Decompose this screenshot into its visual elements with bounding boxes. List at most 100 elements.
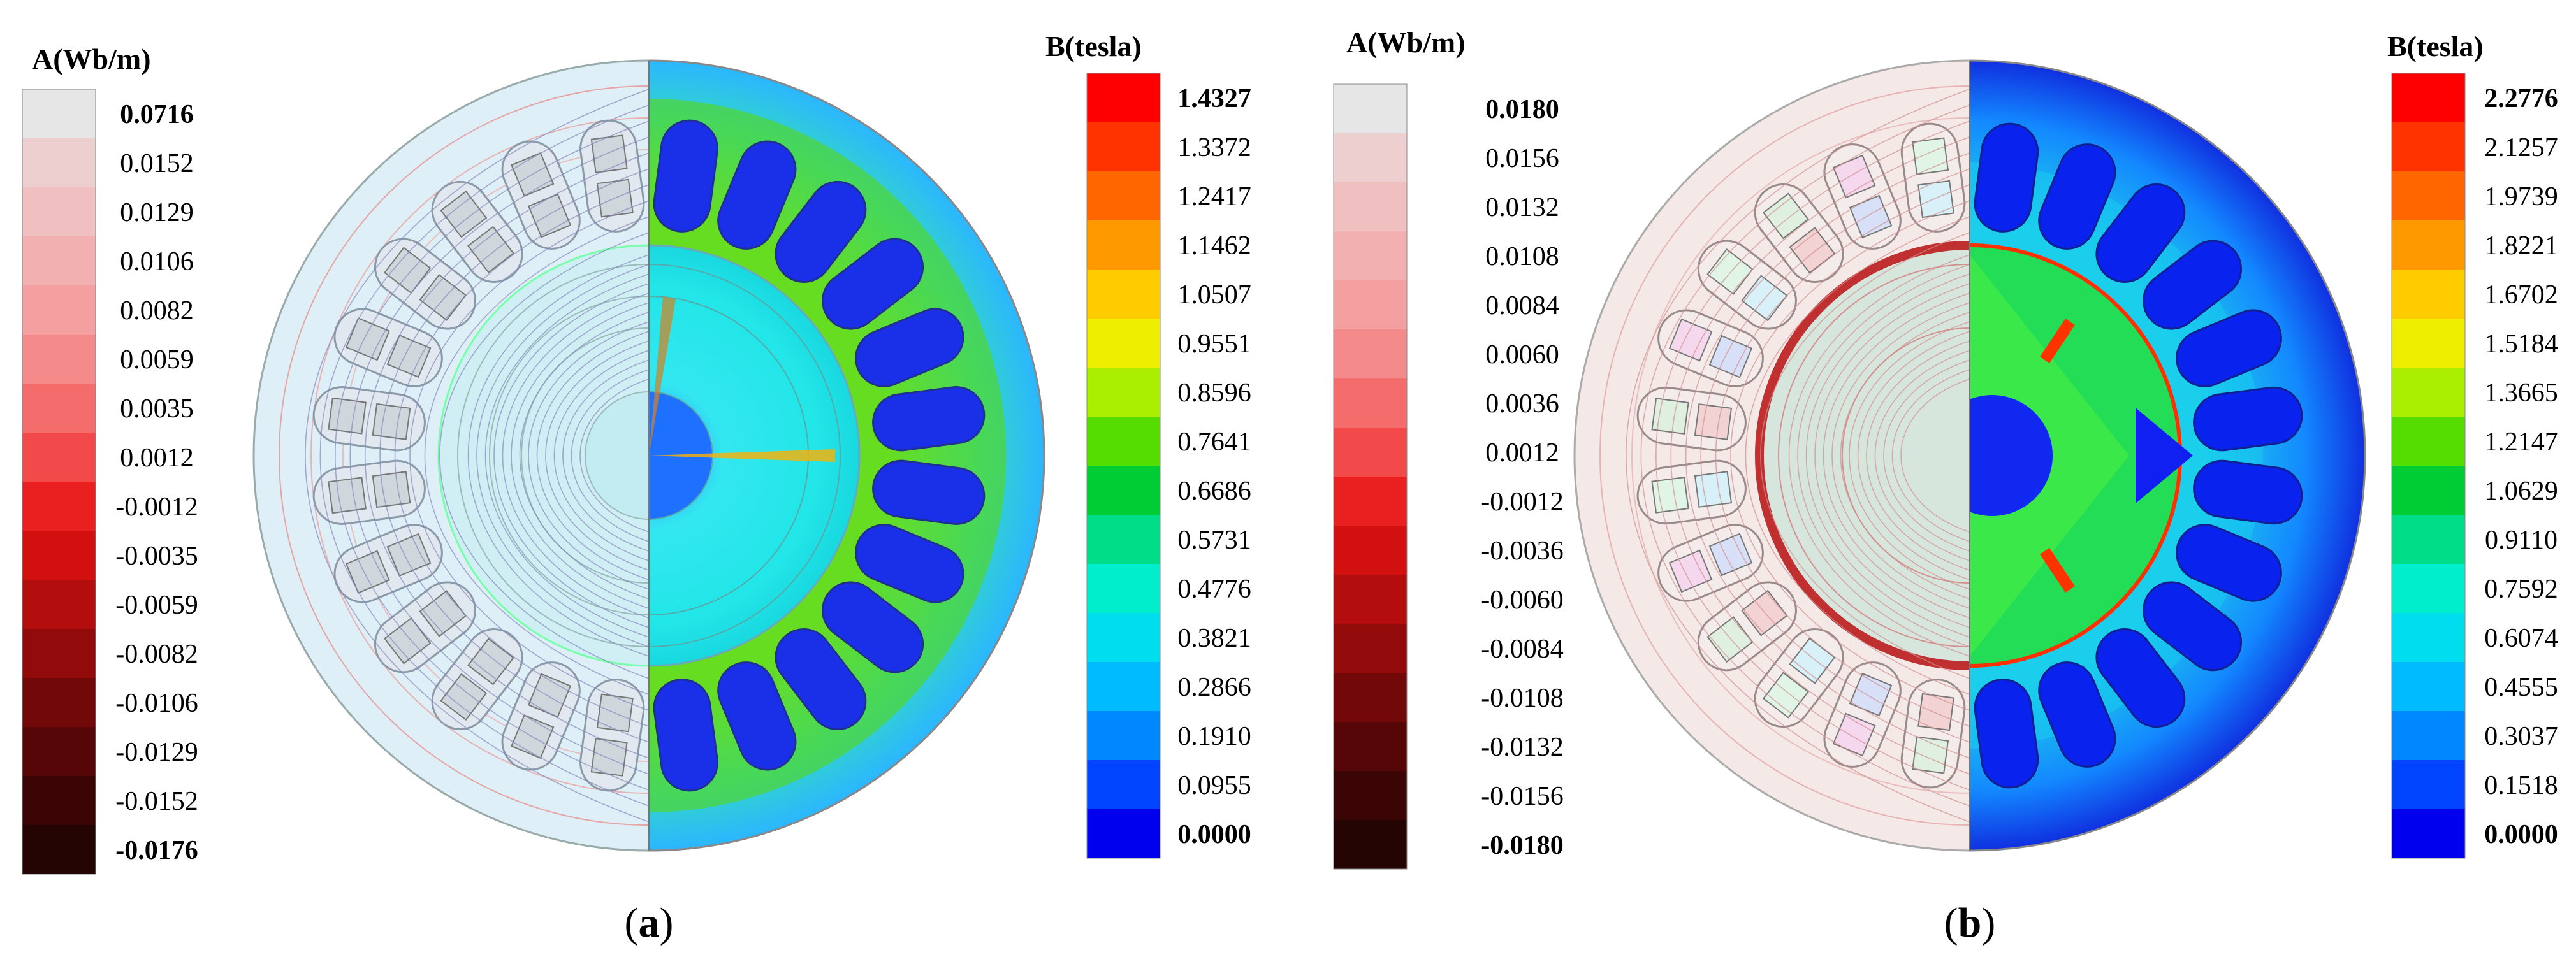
legend-label: 2.1257 bbox=[2484, 133, 2558, 162]
colorbar-cell bbox=[22, 187, 96, 237]
legend-label: 0.9551 bbox=[1177, 329, 1251, 359]
caption-a: (a) bbox=[625, 900, 674, 946]
motor-cross-section-b bbox=[1573, 59, 2366, 852]
legend-label: -0.0152 bbox=[115, 787, 198, 816]
legend-label: -0.0012 bbox=[1481, 487, 1564, 517]
colorbar-cell bbox=[2392, 220, 2465, 270]
legend-label: -0.0084 bbox=[1481, 635, 1564, 664]
colorbar-cell bbox=[1087, 711, 1160, 761]
caption-a-letter: a bbox=[639, 900, 660, 946]
stator-slot bbox=[822, 581, 924, 673]
legend-label: -0.0035 bbox=[115, 542, 198, 571]
colorbar-cell bbox=[2392, 760, 2465, 810]
legend-label: 1.0507 bbox=[1177, 280, 1251, 310]
flux-legend-title: A(Wb/m) bbox=[32, 43, 151, 75]
colorbar-cell bbox=[1087, 417, 1160, 466]
colorbar-cell bbox=[1334, 428, 1407, 477]
legend-label: 0.3037 bbox=[2484, 722, 2558, 751]
stator-slot bbox=[2038, 661, 2116, 768]
colorbar-cell bbox=[22, 776, 96, 826]
colorbar-cell bbox=[1087, 809, 1160, 859]
legend-label: 0.2866 bbox=[1177, 673, 1251, 702]
colorbar-cell bbox=[1087, 270, 1160, 319]
colorbar-cell bbox=[1334, 575, 1407, 624]
flux-legend-labels: 0.0716 0.0152 0.0129 0.0106 0.0082 0.0059 0.00… bbox=[115, 100, 198, 865]
colorbar-cell bbox=[1334, 231, 1407, 281]
legend-label: 0.0152 bbox=[120, 149, 194, 178]
flux-line-half-a bbox=[252, 59, 649, 852]
legend-label: -0.0082 bbox=[115, 640, 198, 669]
colorbar-cell bbox=[2392, 466, 2465, 515]
colorbar-cell bbox=[1334, 820, 1407, 870]
colorbar-cell bbox=[1334, 673, 1407, 723]
legend-label: 0.6686 bbox=[1177, 477, 1251, 506]
colorbar-cell bbox=[1087, 368, 1160, 417]
legend-label: 0.0036 bbox=[1485, 389, 1559, 419]
stator-slot bbox=[872, 459, 986, 525]
caption-b-close: ) bbox=[1981, 900, 1995, 946]
stator-slot bbox=[717, 140, 797, 250]
flux-legend-colorbar bbox=[22, 89, 96, 875]
legend-label: 0.3821 bbox=[1177, 624, 1251, 653]
b-field-half-a bbox=[649, 59, 1045, 852]
legend-label: -0.0176 bbox=[115, 836, 198, 865]
colorbar-cell bbox=[1334, 133, 1407, 183]
legend-label: 1.9739 bbox=[2484, 182, 2558, 212]
legend-label: 0.4555 bbox=[2484, 673, 2558, 702]
b-field-half-b bbox=[1970, 59, 2366, 852]
colorbar-cell bbox=[1087, 466, 1160, 515]
b-legend-title: B(tesla) bbox=[1045, 30, 1142, 62]
stator-slot bbox=[2176, 309, 2282, 387]
stator-slot bbox=[1823, 661, 1902, 768]
stator-slot bbox=[2038, 143, 2116, 250]
legend-label: 1.8221 bbox=[2484, 231, 2558, 261]
legend-label: -0.0059 bbox=[115, 591, 198, 620]
legend-label: 0.0180 bbox=[1485, 95, 1559, 124]
colorbar-cell bbox=[2392, 171, 2465, 221]
stator-slot bbox=[1823, 143, 1902, 250]
legend-label: -0.0156 bbox=[1481, 782, 1564, 811]
legend-label: 0.5731 bbox=[1177, 526, 1251, 555]
stator-slot bbox=[1636, 459, 1747, 525]
colorbar-cell bbox=[1087, 73, 1160, 123]
colorbar-cell bbox=[1087, 319, 1160, 368]
flux-lines-b bbox=[1626, 89, 1970, 823]
panel-a: A(Wb/m) 0.07160.01520.01290.01060.00820.… bbox=[22, 30, 1251, 946]
colorbar-cell bbox=[2392, 662, 2465, 712]
legend-label: -0.0012 bbox=[115, 493, 198, 522]
colorbar-cell bbox=[1334, 771, 1407, 821]
stator-slots-right-a bbox=[653, 119, 986, 792]
legend-label: 0.1518 bbox=[2484, 771, 2558, 800]
legend-label: 0.0012 bbox=[1485, 438, 1559, 468]
legend-label: -0.0129 bbox=[115, 738, 198, 767]
colorbar-cell bbox=[1087, 515, 1160, 565]
legend-label: -0.0106 bbox=[115, 689, 198, 718]
colorbar-cell bbox=[22, 433, 96, 482]
legend-label: 0.0035 bbox=[120, 394, 194, 424]
stator-slot bbox=[775, 180, 867, 283]
legend-label: 0.4776 bbox=[1177, 575, 1251, 604]
stator-slot bbox=[717, 661, 797, 771]
stator-slot bbox=[653, 679, 718, 792]
colorbar-cell bbox=[1087, 564, 1160, 614]
flux-legend-a: A(Wb/m) 0.07160.01520.01290.01060.00820.… bbox=[22, 43, 198, 875]
stator-slot bbox=[312, 386, 426, 452]
legend-label: 0.0000 bbox=[1177, 820, 1251, 849]
caption-a-open: ( bbox=[625, 900, 639, 946]
stator-slot bbox=[855, 308, 964, 387]
flux-legend-b: A(Wb/m) 0.01800.01560.01320.01080.00840.… bbox=[1333, 26, 1564, 870]
panel-b: A(Wb/m) 0.01800.01560.01320.01080.00840.… bbox=[1333, 26, 2558, 946]
colorbar-cell bbox=[1334, 378, 1407, 428]
legend-label: 2.2776 bbox=[2484, 84, 2558, 113]
colorbar-cell bbox=[22, 335, 96, 384]
stator-slot bbox=[1974, 679, 2039, 789]
legend-label: 0.0012 bbox=[120, 443, 194, 473]
legend-label: -0.0132 bbox=[1481, 733, 1564, 762]
legend-label: -0.0060 bbox=[1481, 586, 1564, 615]
stator-slot bbox=[2193, 459, 2303, 525]
stator-slot bbox=[2143, 581, 2243, 672]
colorbar-cell bbox=[2392, 319, 2465, 368]
legend-label: 0.6074 bbox=[2484, 624, 2558, 653]
flux-lines-a bbox=[305, 89, 649, 823]
legend-label: 0.0156 bbox=[1485, 144, 1559, 173]
